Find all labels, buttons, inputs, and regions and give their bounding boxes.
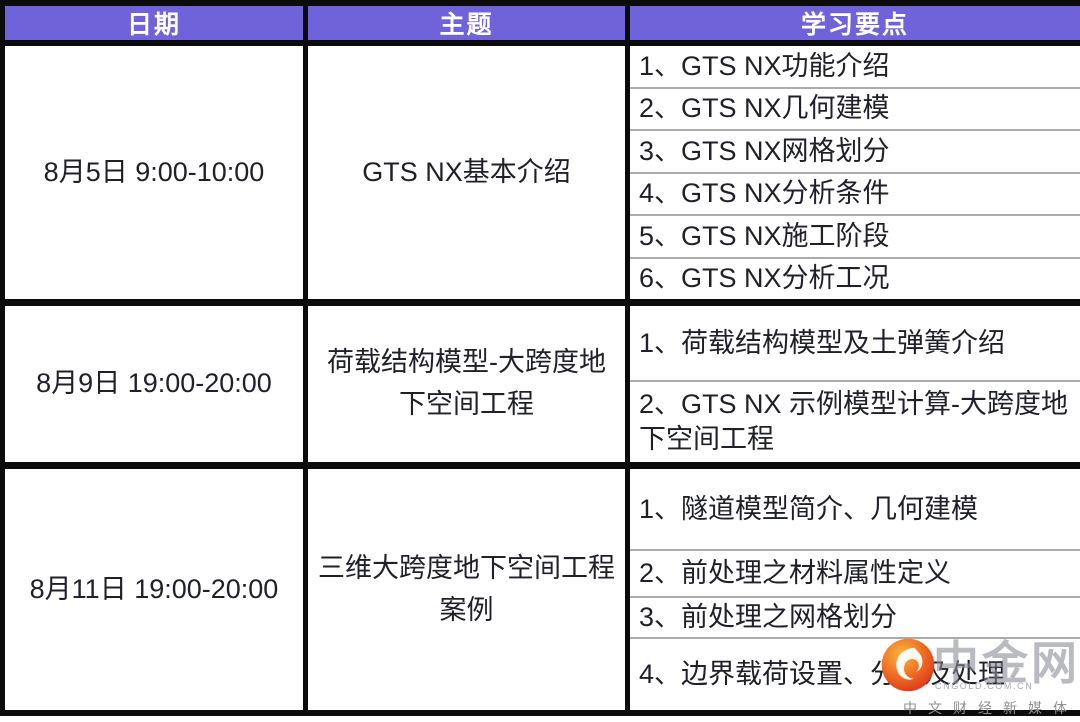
table-row: 8月9日 19:00-20:00 荷载结构模型-大跨度地下空间工程 1、荷载结构…: [5, 306, 1080, 469]
point-item: 3、GTS NX网格划分: [630, 131, 1080, 174]
point-item: 5、GTS NX施工阶段: [630, 216, 1080, 259]
date-cell: 8月9日 19:00-20:00: [5, 306, 308, 462]
table-header-row: 日期 主题 学习要点: [5, 6, 1080, 46]
column-header-points: 学习要点: [800, 11, 909, 39]
point-item: 2、GTS NX 示例模型计算-大跨度地下空间工程: [639, 389, 1069, 454]
topic-cell: GTS NX基本介绍: [308, 46, 630, 299]
point-item: 1、隧道模型简介、几何建模: [630, 469, 1080, 551]
column-header-date: 日期: [5, 6, 308, 40]
table-row: 8月11日 19:00-20:00 三维大跨度地下空间工程案例 1、隧道模型简介…: [5, 469, 1080, 716]
point-item: 2、前处理之材料属性定义: [630, 551, 1080, 598]
point-item: 3、前处理之网格划分: [630, 598, 1080, 639]
topic-cell: 三维大跨度地下空间工程案例: [308, 469, 630, 710]
date-cell: 8月5日 9:00-10:00: [5, 46, 308, 299]
point-item: 1、荷载结构模型及土弹簧介绍: [630, 306, 1080, 382]
date-cell: 8月11日 19:00-20:00: [5, 469, 308, 710]
point-item: 2、GTS NX几何建模: [630, 89, 1080, 131]
point-item: 4、边界载荷设置、分析及处理: [639, 659, 1006, 690]
point-item: 4、GTS NX分析条件: [630, 174, 1080, 216]
points-cell: 1、荷载结构模型及土弹簧介绍 2、GTS NX 示例模型计算-大跨度地下空间工程: [630, 306, 1080, 462]
table-row: 8月5日 9:00-10:00 GTS NX基本介绍 1、GTS NX功能介绍 …: [5, 46, 1080, 306]
column-header-topic: 主题: [308, 6, 630, 40]
point-item: 1、GTS NX功能介绍: [630, 46, 1080, 89]
topic-cell: 荷载结构模型-大跨度地下空间工程: [308, 306, 630, 462]
points-cell: 1、GTS NX功能介绍 2、GTS NX几何建模 3、GTS NX网格划分 4…: [630, 46, 1080, 299]
point-item: 6、GTS NX分析工况: [639, 263, 890, 294]
points-cell: 1、隧道模型简介、几何建模 2、前处理之材料属性定义 3、前处理之网格划分 4、…: [630, 469, 1080, 710]
